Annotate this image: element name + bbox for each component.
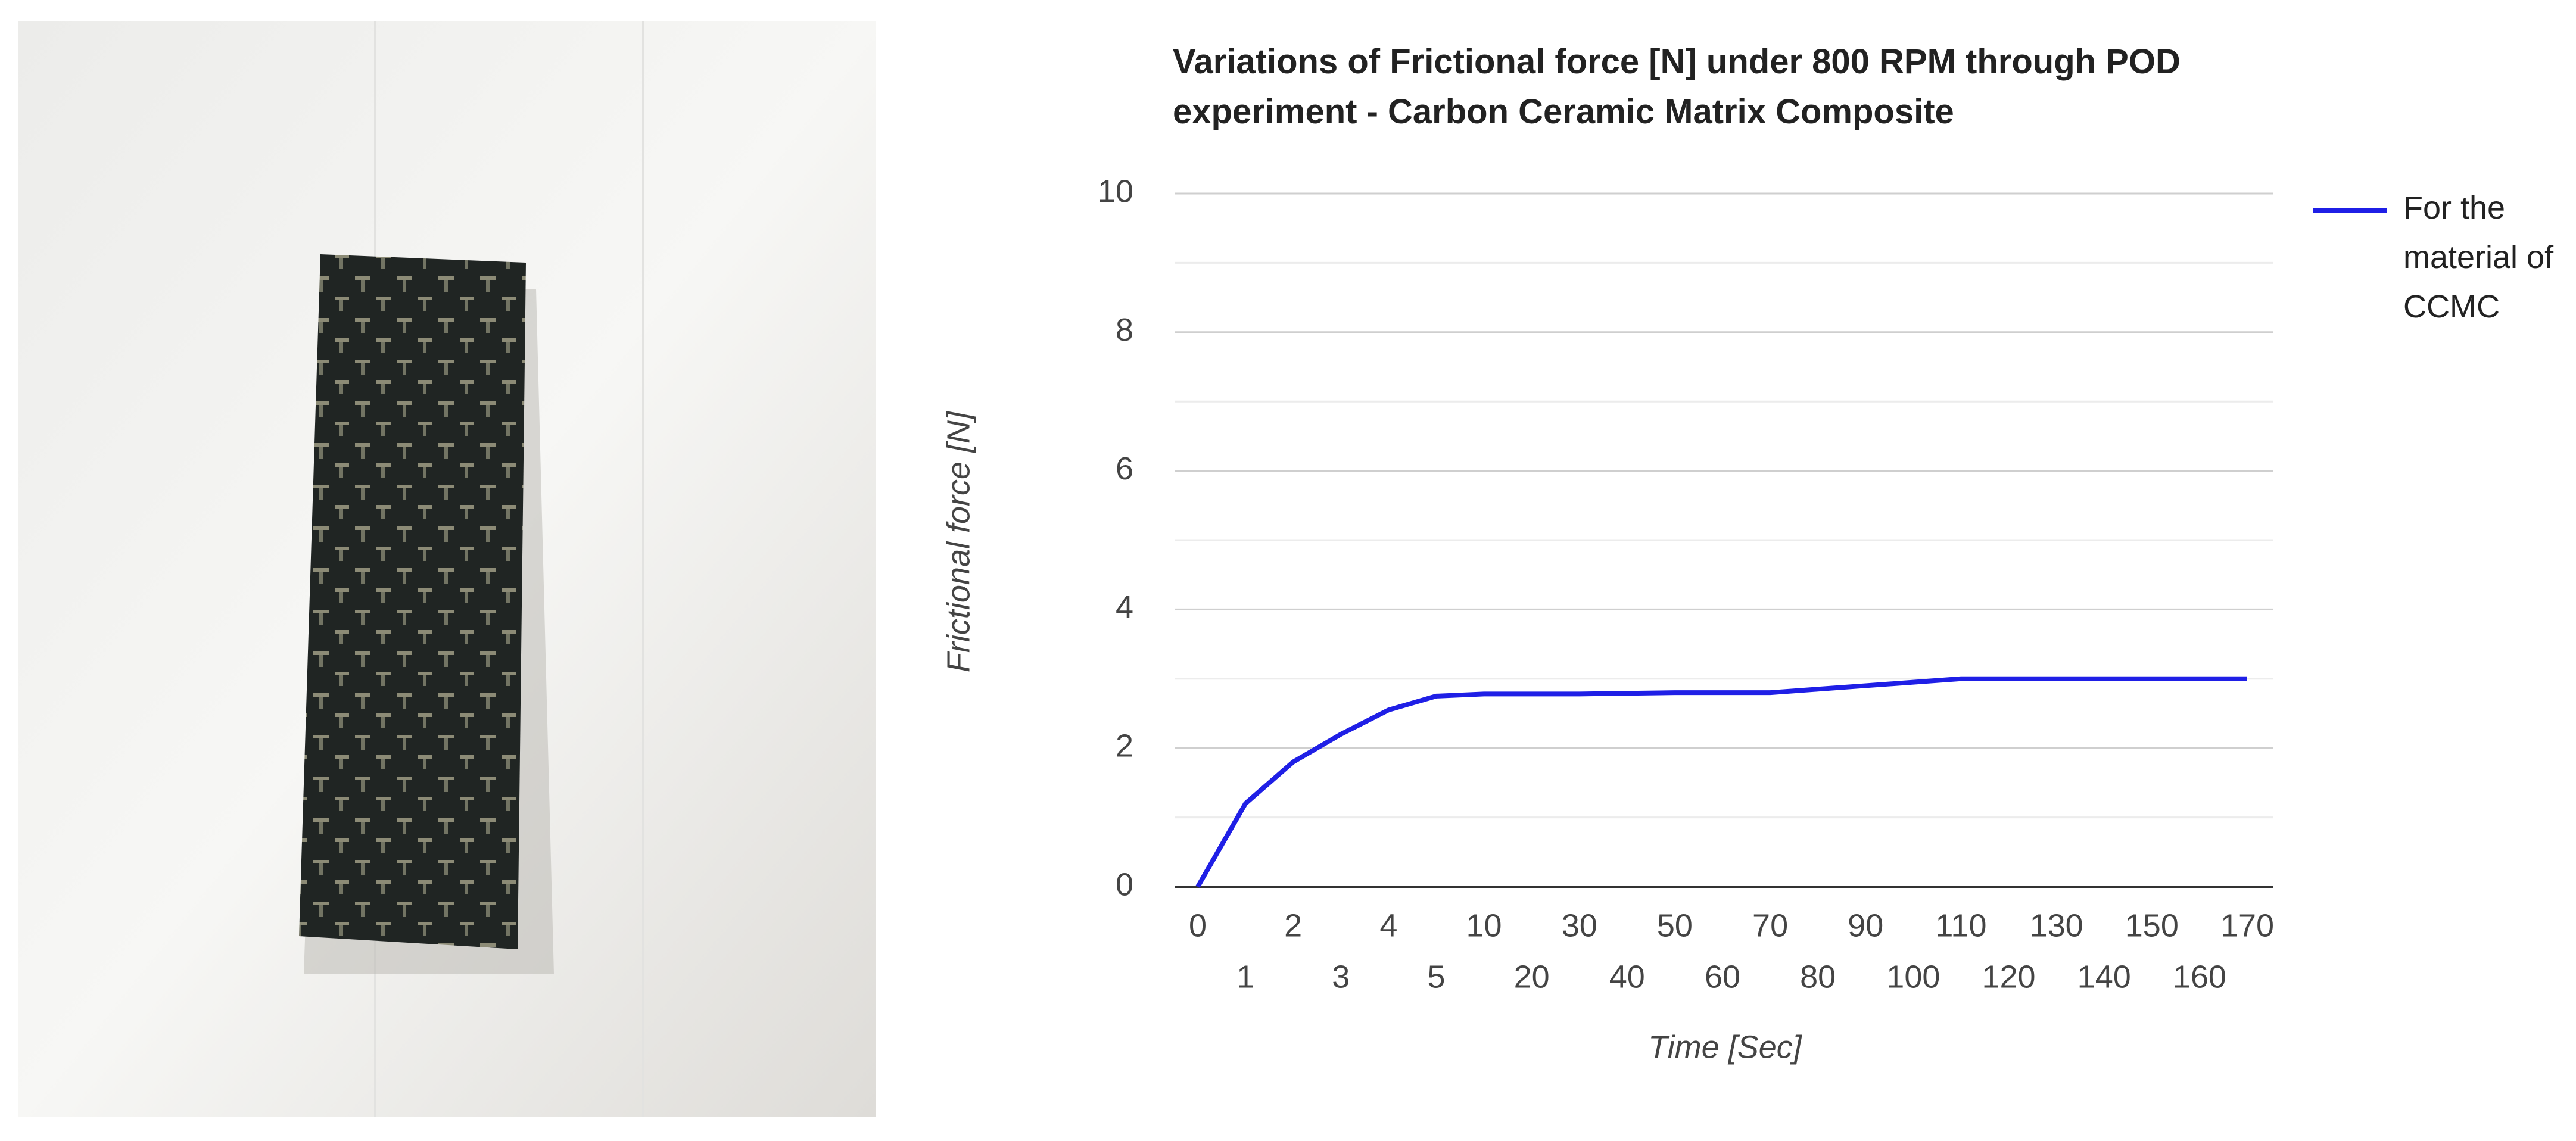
- line-series: [1195, 676, 2247, 888]
- x-axis-title: Time [Sec]: [1648, 1029, 1803, 1065]
- chart-title: Variations of Frictional force [N] under…: [1173, 42, 2181, 131]
- y-tick-label: 6: [1116, 451, 1133, 487]
- x-tick-label: 1: [1236, 959, 1254, 995]
- y-tick-label: 2: [1116, 728, 1133, 763]
- x-tick-label: 120: [1982, 959, 2035, 995]
- y-tick-label: 0: [1116, 866, 1133, 902]
- x-tick-label: 70: [1752, 908, 1788, 943]
- legend-label: For the material of CCMC: [2403, 190, 2554, 325]
- x-tick-label: 3: [1332, 959, 1350, 995]
- x-tick-label: 10: [1466, 908, 1502, 943]
- x-tick-label: 30: [1562, 908, 1597, 943]
- x-tick-label: 20: [1514, 959, 1550, 995]
- carbon-sample: [299, 254, 526, 949]
- x-tick-label: 60: [1705, 959, 1740, 995]
- x-tick-label: 100: [1886, 959, 1940, 995]
- x-tick-label: 110: [1935, 908, 1986, 943]
- y-tick-label: 8: [1116, 312, 1133, 348]
- x-tick-label: 140: [2077, 959, 2131, 995]
- y-tick-label: 4: [1116, 590, 1133, 625]
- x-tick-label: 160: [2173, 959, 2226, 995]
- x-tick-label: 0: [1189, 908, 1207, 943]
- x-tick-label: 90: [1848, 908, 1883, 943]
- sample-photo: [18, 21, 876, 1117]
- x-tick-label: 40: [1609, 959, 1645, 995]
- y-tick-label: 10: [1098, 173, 1133, 209]
- x-tick-label: 2: [1284, 908, 1302, 943]
- x-tick-label: 170: [2220, 908, 2274, 943]
- x-tick-label: 50: [1657, 908, 1693, 943]
- legend-swatch: [2313, 208, 2387, 213]
- x-tick-label: 80: [1800, 959, 1836, 995]
- x-tick-label: 5: [1427, 959, 1445, 995]
- x-tick-label: 4: [1379, 908, 1397, 943]
- y-axis-title: Frictional force [N]: [940, 410, 976, 672]
- x-tick-label: 130: [2030, 908, 2083, 943]
- legend: For the material of CCMC: [2313, 183, 2576, 332]
- x-tick-label: 150: [2125, 908, 2179, 943]
